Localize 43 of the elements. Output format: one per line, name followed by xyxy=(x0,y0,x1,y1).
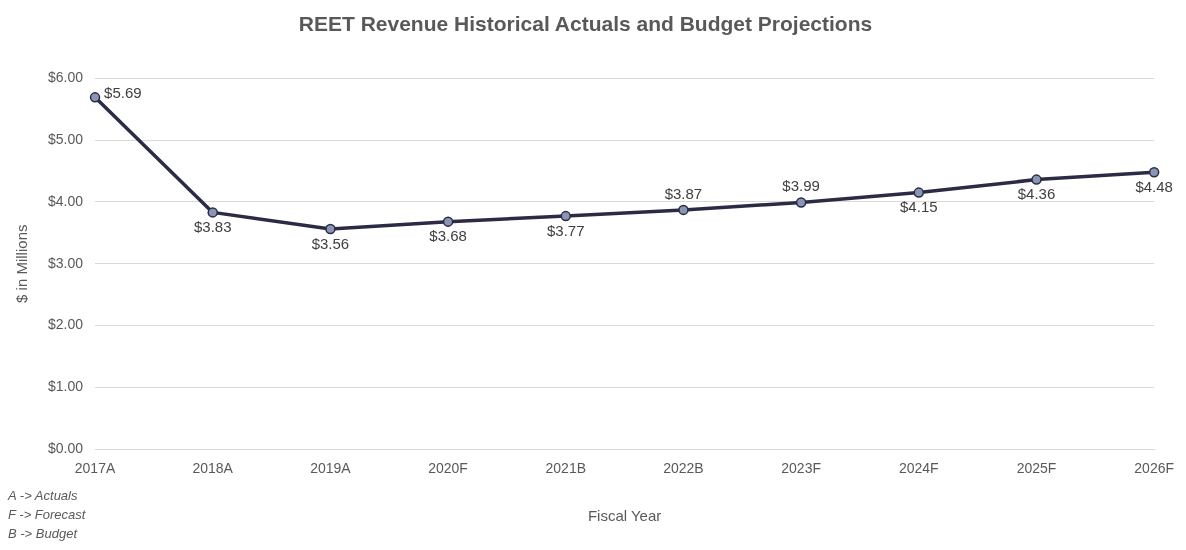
text: A -> Actuals xyxy=(8,487,79,505)
chart-title: REET Revenue Historical Actuals and Budget Projections xyxy=(298,12,873,36)
point xyxy=(795,197,807,208)
x-tick-label: 2024F xyxy=(898,460,939,477)
data-label: $3.68 xyxy=(429,227,467,245)
x-tick-label: 2021B xyxy=(545,460,586,477)
x-tick-label: 2018A xyxy=(192,460,234,477)
x-tick-label: 2020F xyxy=(428,460,468,477)
y-tick-label: $6.00 xyxy=(47,69,84,86)
point xyxy=(1148,166,1160,178)
text: B -> Budget xyxy=(8,525,79,543)
y-axis-title: $ in Millions xyxy=(13,224,31,303)
point xyxy=(1031,174,1042,185)
data-label: $3.56 xyxy=(311,234,350,252)
point xyxy=(442,216,454,227)
y-tick-label: $3.00 xyxy=(47,254,84,271)
text: F -> Forecast xyxy=(8,506,86,524)
data-label: $4.15 xyxy=(900,198,938,216)
y-tick-label: $1.00 xyxy=(47,378,84,395)
data-label: $3.87 xyxy=(664,184,703,202)
point xyxy=(89,92,101,103)
data-label: $3.83 xyxy=(193,218,232,236)
data-label: $3.77 xyxy=(546,221,585,239)
y-tick-label: $5.00 xyxy=(47,130,84,147)
data-label: $5.69 xyxy=(104,83,142,101)
x-tick-label: 2025F xyxy=(1016,460,1057,477)
y-tick-label: $4.00 xyxy=(47,192,84,209)
data-label: $4.36 xyxy=(1017,185,1056,203)
data-label: $3.99 xyxy=(782,177,820,195)
x-tick-label: 2026F xyxy=(1134,460,1174,477)
y-tick-label: $2.00 xyxy=(47,316,84,333)
point xyxy=(560,210,571,222)
x-tick-label: 2022B xyxy=(663,460,704,477)
x-tick-label: 2017A xyxy=(74,460,116,477)
x-axis-title: Fiscal Year xyxy=(587,507,662,525)
point xyxy=(207,207,218,218)
point xyxy=(325,223,336,235)
point xyxy=(678,204,689,216)
point xyxy=(913,187,925,198)
x-tick-label: 2019A xyxy=(310,460,352,477)
data-label: $4.48 xyxy=(1135,177,1173,195)
x-tick-label: 2023F xyxy=(781,460,821,477)
y-tick-label: $0.00 xyxy=(47,440,84,457)
